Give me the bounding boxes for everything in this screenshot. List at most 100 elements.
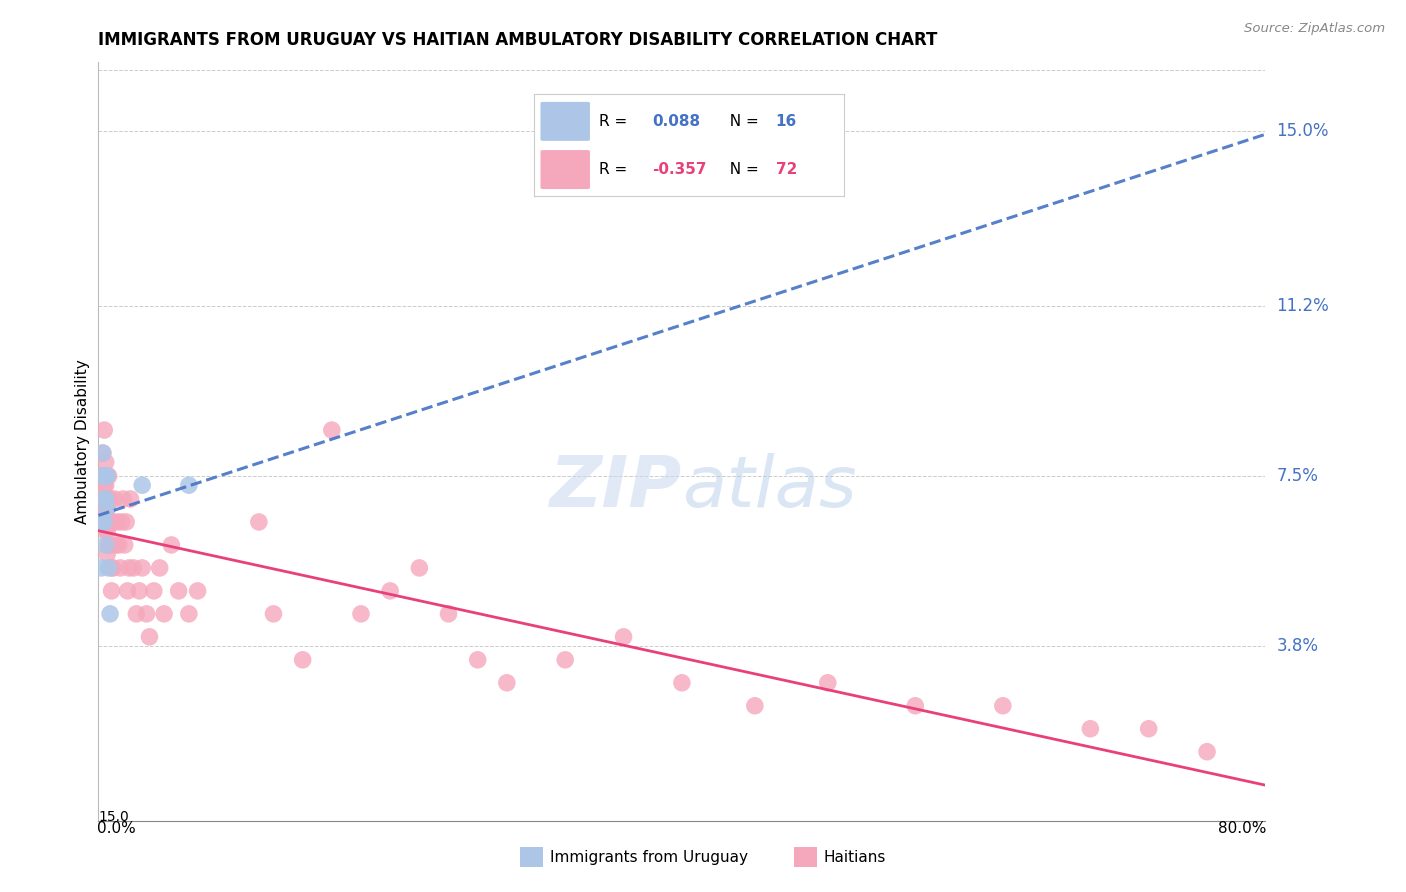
Point (103, 491, 125, 506)
Point (101, 561, 124, 575)
Point (97, 491, 120, 506)
Point (262, 607, 284, 621)
Point (94, 501, 117, 516)
Point (90, 561, 112, 575)
Point (135, 607, 157, 621)
Point (496, 675, 519, 690)
Point (321, 423, 343, 437)
Point (91, 469, 114, 483)
Point (160, 538, 183, 552)
Point (91, 446, 114, 460)
Text: 80.0%: 80.0% (1218, 822, 1267, 837)
Point (96, 524, 118, 538)
Point (100, 583, 122, 598)
Point (671, 675, 693, 690)
Point (96, 547, 118, 561)
Point (350, 607, 373, 621)
Text: 15.0: 15.0 (98, 810, 129, 823)
Point (100, 515, 122, 529)
Point (380, 583, 402, 598)
Point (104, 538, 127, 552)
Text: -0.357: -0.357 (652, 162, 706, 178)
Point (93, 478, 115, 492)
Point (117, 583, 139, 598)
Point (120, 491, 142, 506)
Point (177, 607, 200, 621)
Point (122, 561, 145, 575)
Point (101, 515, 124, 529)
Point (91, 469, 114, 483)
Point (142, 583, 165, 598)
Point (97, 561, 120, 575)
Point (1137, 722, 1160, 736)
Text: R =: R = (599, 162, 637, 178)
Text: 16: 16 (776, 114, 797, 128)
Text: R =: R = (599, 114, 637, 128)
Point (94, 469, 117, 483)
Point (114, 538, 136, 552)
Text: 3.8%: 3.8% (1277, 637, 1319, 655)
Point (91, 446, 114, 460)
Point (177, 478, 200, 492)
Point (131, 478, 153, 492)
Point (105, 515, 128, 529)
Point (437, 607, 460, 621)
Point (187, 583, 209, 598)
Point (118, 561, 141, 575)
Point (94, 538, 117, 552)
Point (98, 538, 121, 552)
Text: 0.088: 0.088 (652, 114, 700, 128)
Point (125, 607, 148, 621)
Text: IMMIGRANTS FROM URUGUAY VS HAITIAN AMBULATORY DISABILITY CORRELATION CHART: IMMIGRANTS FROM URUGUAY VS HAITIAN AMBUL… (98, 31, 938, 49)
Point (110, 561, 132, 575)
Point (554, 653, 576, 667)
Point (96, 469, 118, 483)
Point (112, 491, 135, 506)
Point (94, 478, 117, 492)
Text: Haitians: Haitians (824, 850, 886, 864)
Point (131, 561, 153, 575)
Point (167, 583, 190, 598)
Point (93, 423, 115, 437)
Text: ZIP: ZIP (550, 452, 682, 522)
Point (98, 607, 121, 621)
Point (93, 515, 115, 529)
Point (108, 538, 131, 552)
Point (408, 561, 430, 575)
Text: 11.2%: 11.2% (1277, 297, 1329, 315)
Point (97, 469, 120, 483)
Point (98, 491, 121, 506)
Point (115, 515, 138, 529)
Text: Immigrants from Uruguay: Immigrants from Uruguay (550, 850, 748, 864)
Point (247, 515, 270, 529)
Point (904, 698, 927, 713)
Point (97, 515, 120, 529)
Point (100, 561, 122, 575)
Point (97, 538, 120, 552)
Point (94, 524, 117, 538)
Point (94, 455, 117, 469)
Point (111, 515, 134, 529)
Point (96, 501, 118, 516)
Text: 15.0%: 15.0% (1277, 122, 1329, 140)
Text: N =: N = (720, 114, 763, 128)
Text: atlas: atlas (682, 452, 856, 522)
Point (94, 491, 117, 506)
Point (1195, 745, 1218, 759)
Point (93, 491, 115, 506)
Y-axis label: Ambulatory Disability: Ambulatory Disability (75, 359, 90, 524)
Point (1080, 722, 1102, 736)
Point (467, 653, 489, 667)
Point (91, 491, 114, 506)
Point (93, 501, 115, 516)
FancyBboxPatch shape (540, 150, 591, 189)
Point (90, 491, 112, 506)
Point (612, 630, 634, 644)
Text: N =: N = (720, 162, 763, 178)
Point (90, 515, 112, 529)
Point (744, 698, 766, 713)
Point (149, 561, 172, 575)
Point (96, 501, 118, 516)
Point (90, 469, 112, 483)
Point (96, 469, 118, 483)
